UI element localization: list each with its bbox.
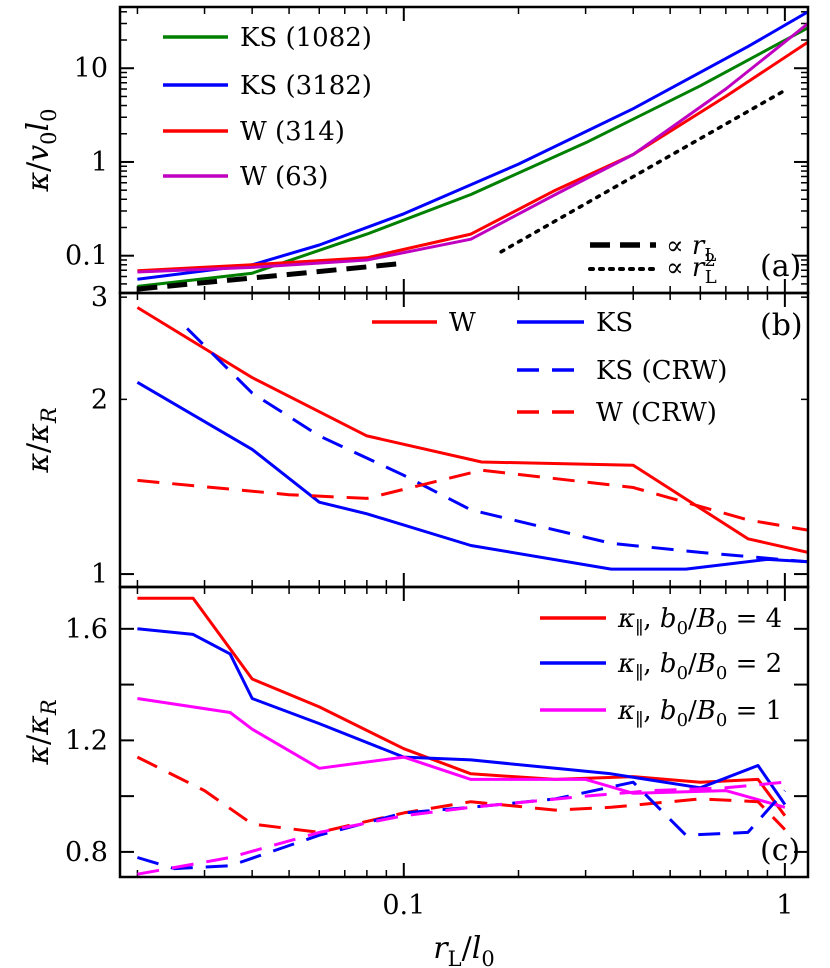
axis-labels: 0.1 1 rL/l0 — [382, 890, 793, 968]
series-line-b-0-b-0-2 — [137, 627, 787, 806]
series-line-0000ff-dashed — [136, 780, 787, 871]
series-line-ff0000-dashed — [136, 755, 786, 834]
y-axis-label: κ/κR — [21, 407, 61, 473]
legend-label-w: W — [449, 308, 476, 338]
series-line-r-l-2 — [499, 88, 787, 254]
legend-label-r-l: ∝ rL — [666, 231, 716, 266]
legend: KS (1082) KS (3182) W (314) W (63) ∝ rL∝ r2 L — [163, 23, 717, 288]
series-line-ks-crw — [186, 327, 808, 564]
series-line-w — [136, 306, 808, 554]
series-line-b-0-b-0-1 — [137, 697, 786, 809]
legend-label-w-crw: W (CRW) — [596, 398, 717, 428]
x-tick-label: 1 — [776, 890, 793, 921]
panel-tag: (a) — [760, 249, 801, 284]
y-tick-label: 1.2 — [65, 725, 108, 756]
legend-label-b-0-b-0-2: κ∥, b0/B0 = 2 — [617, 649, 782, 684]
legend-label-b-0-b-0-4: κ∥, b0/B0 = 4 — [617, 604, 782, 639]
series-group — [136, 596, 787, 876]
legend-label-r-l-2: ∝ r2 L — [666, 250, 717, 288]
y-tick-label: 0.8 — [65, 837, 108, 868]
series-line-w-63 — [137, 22, 808, 274]
y-axis-label: κ/v0l0 — [21, 108, 61, 192]
legend: W KS KS (CRW) W (CRW) — [372, 308, 727, 428]
y-tick-label: 1.6 — [65, 614, 108, 645]
legend-label-ks: KS — [596, 308, 633, 338]
legend-label-ks-crw: KS (CRW) — [596, 356, 727, 386]
series-line-w-314 — [137, 40, 808, 273]
legend: κ∥, b0/B0 = 4 κ∥, b0/B0 = 2 κ∥, b0/B0 = 1 — [540, 604, 782, 731]
y-tick-label: 3 — [91, 282, 108, 313]
panel-c: 0.81.21.6 κ∥, b0/B0 = 4κ∥, b0/B0 = 2κ∥, b… — [21, 585, 810, 879]
y-axis-label: κ/κR — [21, 699, 61, 765]
y-tick-label: 2 — [91, 384, 108, 415]
panel-tag: (b) — [760, 308, 803, 343]
y-tick-label: 10 — [74, 53, 108, 84]
series-group — [136, 306, 808, 571]
panel-b: 1 2 3 W KS KS (CRW) W (CRW) (b) κ/κR — [21, 282, 810, 590]
panel-frame — [118, 585, 810, 879]
series-group — [137, 10, 808, 292]
series-line-w-crw — [137, 468, 808, 532]
legend-label-ks-3182: KS (3182) — [240, 71, 372, 101]
legend-label-b-0-b-0-1: κ∥, b0/B0 = 1 — [617, 696, 782, 731]
legend-label-w-314: W (314) — [240, 117, 345, 147]
legend-label-ks-1082: KS (1082) — [240, 23, 372, 53]
series-line-ks-1082 — [137, 26, 808, 288]
x-axis-label: rL/l0 — [433, 931, 494, 968]
series-line-r-l — [137, 260, 405, 292]
series-line-ks — [136, 381, 808, 571]
y-tick-label: 1 — [91, 559, 108, 590]
panel-a: 0.1 1 10 KS (1082) KS (3182) W (314) W (63) ∝ r… — [21, 5, 810, 295]
y-tick-label: 0.1 — [65, 241, 108, 272]
legend-label-w-63: W (63) — [240, 162, 328, 192]
series-line-ff00ff-dashed — [137, 780, 786, 876]
y-tick-label: 1 — [91, 147, 108, 178]
x-tick-label: 0.1 — [382, 890, 425, 921]
panel-tag: (c) — [760, 833, 800, 868]
series-line-ks-3182 — [137, 10, 808, 281]
